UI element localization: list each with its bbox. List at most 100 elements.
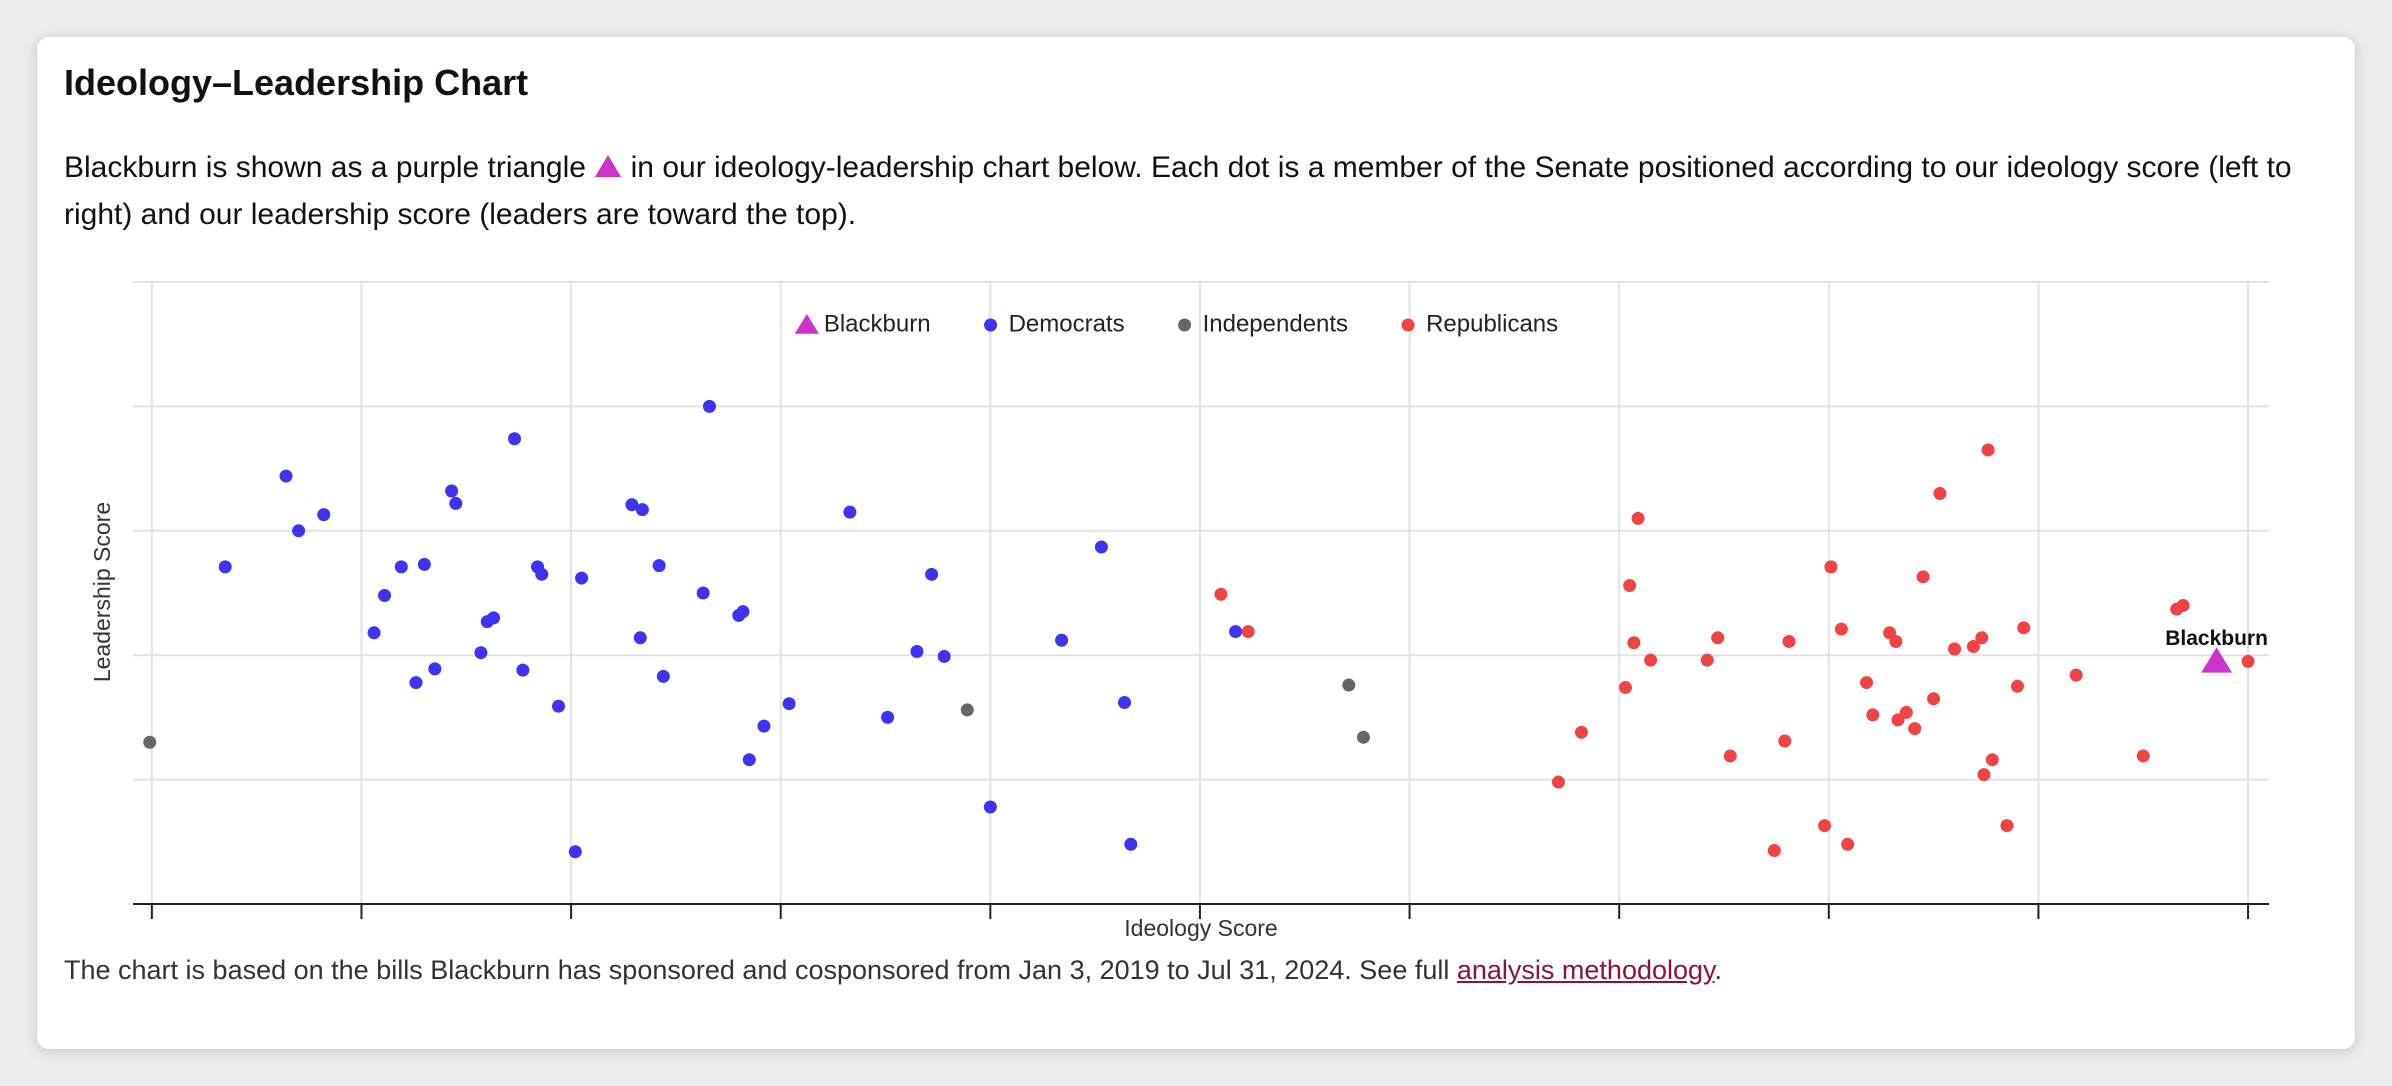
leader-marker [2201, 647, 2232, 673]
member-dot [1229, 625, 1243, 639]
member-dot [409, 676, 423, 690]
member-dot [1356, 730, 1370, 744]
legend-marker [984, 318, 998, 332]
member-dot [1241, 625, 1255, 639]
member-dot [143, 735, 157, 749]
member-dot [417, 557, 431, 571]
legend-label: Republicans [1426, 310, 1558, 337]
legend-label: Blackburn [824, 310, 931, 337]
member-dot [1975, 631, 1989, 645]
member-dot [881, 710, 895, 724]
member-dot [2241, 654, 2255, 668]
member-dot [2069, 668, 2083, 682]
member-dot [1977, 768, 1991, 782]
member-dot [1966, 639, 1980, 653]
member-dot [1866, 708, 1880, 722]
member-dot [652, 559, 666, 573]
member-dot [625, 498, 639, 512]
member-dot [1841, 837, 1855, 851]
member-dot [1889, 635, 1903, 649]
legend-label: Independents [1203, 310, 1348, 337]
member-dot [1551, 775, 1565, 789]
member-dot [487, 611, 501, 625]
member-dot [960, 703, 974, 717]
member-dot [1908, 722, 1922, 736]
member-dot [1948, 642, 1962, 656]
member-dot [575, 571, 589, 585]
member-dot [279, 469, 293, 483]
member-dot [1124, 837, 1138, 851]
member-dot [1891, 713, 1905, 727]
member-dot [1824, 560, 1838, 574]
member-dot [1644, 653, 1658, 667]
member-dot [1711, 631, 1725, 645]
triangle-icon [595, 155, 622, 177]
point-label: Blackburn [2165, 627, 2268, 650]
member-dot [1700, 653, 1714, 667]
member-dot [1618, 681, 1632, 695]
member-dot [1782, 635, 1796, 649]
member-dot [1818, 819, 1832, 833]
member-dot [552, 699, 566, 713]
member-dot [474, 646, 488, 660]
member-dot [516, 663, 530, 677]
member-dot [2136, 749, 2150, 763]
member-dot [535, 567, 549, 581]
member-dot [2017, 621, 2031, 635]
member-dot [449, 496, 463, 510]
legend-item: Blackburn [794, 310, 931, 337]
legend-item: Independents [1178, 310, 1348, 337]
legend-item: Republicans [1401, 310, 1558, 337]
legend-marker [1401, 318, 1415, 332]
member-dot [843, 505, 857, 519]
member-dot [2000, 819, 2014, 833]
member-dot [1117, 695, 1131, 709]
member-dot [656, 669, 670, 683]
member-dot [2176, 598, 2190, 612]
member-dot [394, 560, 408, 574]
legend-item: Democrats [984, 310, 1125, 337]
member-dot [1933, 486, 1947, 500]
legend-marker [1178, 318, 1192, 332]
member-dot [983, 800, 997, 814]
member-dot [1574, 725, 1588, 739]
member-dot [508, 432, 522, 446]
member-dot [1834, 622, 1848, 636]
member-dot [1623, 579, 1637, 593]
member-dot [1860, 676, 1874, 690]
member-dot [736, 605, 750, 619]
card-title: Ideology–Leadership Chart [64, 62, 529, 103]
member-dot [378, 588, 392, 602]
member-dot [445, 484, 459, 498]
description-text: in our ideology-leadership chart below. … [64, 151, 2292, 231]
description: Blackburn is shown as a purple triangle … [64, 144, 2304, 238]
member-dot [702, 399, 716, 413]
footer-end: . [1714, 955, 1723, 985]
member-dot [1981, 443, 1995, 457]
member-dot [696, 586, 710, 600]
member-dot [1094, 540, 1108, 554]
member-dot [742, 753, 756, 767]
card [37, 37, 2355, 1049]
member-dot [1627, 636, 1641, 650]
member-dot [1916, 570, 1930, 584]
member-dot [1778, 734, 1792, 748]
member-dot [568, 845, 582, 859]
x-axis-label: Ideology Score [1124, 915, 1277, 941]
member-dot [218, 560, 232, 574]
member-dot [635, 503, 649, 517]
footer: The chart is based on the bills Blackbur… [64, 955, 1722, 986]
member-dot [910, 644, 924, 658]
methodology-link[interactable]: analysis methodology [1456, 955, 1715, 985]
legend-label: Democrats [1009, 310, 1125, 337]
footer-text: The chart is based on the bills Blackbur… [64, 955, 1450, 985]
member-dot [1927, 692, 1941, 706]
member-dot [292, 524, 306, 538]
member-dot [428, 662, 442, 676]
member-dot [1342, 678, 1356, 692]
member-dot [782, 697, 796, 711]
y-axis-label: Leadership Score [89, 502, 115, 682]
member-dot [1767, 844, 1781, 858]
member-dot [1631, 511, 1645, 525]
